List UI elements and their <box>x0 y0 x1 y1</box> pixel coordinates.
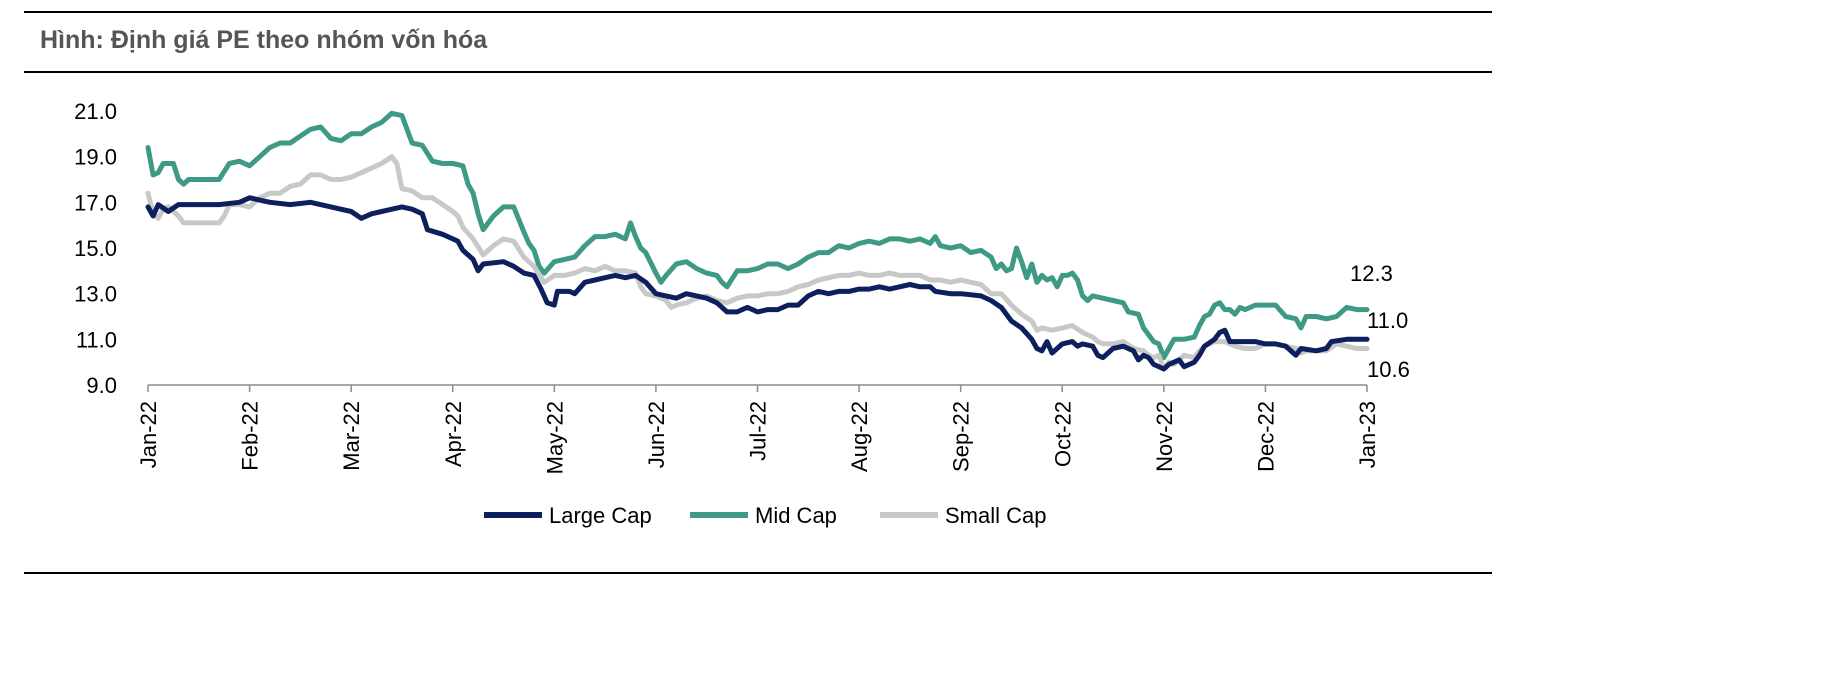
x-tick-label: Dec-22 <box>1253 401 1278 472</box>
y-tick-label: 19.0 <box>74 145 117 170</box>
x-tick-label: Oct-22 <box>1050 401 1075 467</box>
x-tick-label: Jul-22 <box>746 401 771 461</box>
figure-title: Hình: Định giá PE theo nhóm vốn hóa <box>40 26 488 54</box>
title-underline-rule <box>24 71 1492 73</box>
x-tick-label: Apr-22 <box>441 401 466 467</box>
series-line-large-cap <box>145 195 1370 372</box>
top-rule <box>24 11 1492 13</box>
series-line-mid-cap <box>145 110 1370 361</box>
legend-label-mid-cap: Mid Cap <box>755 503 837 528</box>
y-tick-label: 13.0 <box>74 282 117 307</box>
end-value-label-mid-cap: 12.3 <box>1350 261 1393 286</box>
y-tick-label: 11.0 <box>76 327 117 352</box>
x-tick-label: May-22 <box>542 401 567 474</box>
x-tick-label: Nov-22 <box>1152 401 1177 472</box>
y-tick-label: 9.0 <box>86 373 117 398</box>
legend-label-small-cap: Small Cap <box>945 503 1046 528</box>
x-tick-label: Aug-22 <box>847 401 872 472</box>
x-tick-label: Feb-22 <box>238 401 263 471</box>
x-tick-label: Jan-23 <box>1355 401 1380 468</box>
bottom-rule <box>24 572 1492 574</box>
x-tick-label: Jan-22 <box>136 401 161 468</box>
x-tick-label: Jun-22 <box>644 401 669 468</box>
y-tick-label: 21.0 <box>74 99 117 124</box>
end-value-label-small-cap: 10.6 <box>1367 357 1410 382</box>
x-tick-label: Mar-22 <box>339 401 364 471</box>
y-tick-label: 15.0 <box>74 236 117 261</box>
y-tick-label: 17.0 <box>74 190 117 215</box>
end-value-label-large-cap: 11.0 <box>1367 308 1408 333</box>
legend-label-large-cap: Large Cap <box>549 503 652 528</box>
x-tick-label: Sep-22 <box>949 401 974 472</box>
